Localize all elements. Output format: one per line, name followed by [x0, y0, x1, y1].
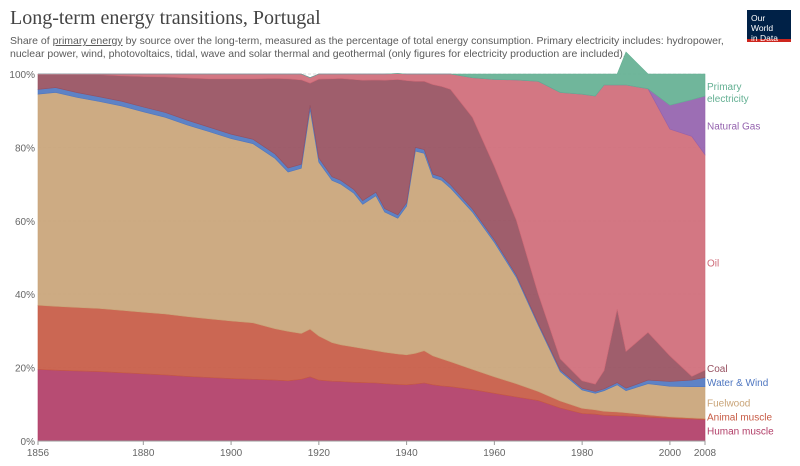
y-tick-label: 0%: [21, 437, 36, 448]
x-tick-label: 1856: [27, 448, 50, 459]
y-tick-label: 40%: [15, 290, 35, 301]
chart-subtitle: Share of primary energy by source over t…: [10, 35, 725, 60]
x-tick-label: 1980: [571, 448, 594, 459]
legend-label-human-muscle: Human muscle: [707, 426, 774, 437]
y-tick-label: 80%: [15, 143, 35, 154]
x-tick-label: 2008: [694, 448, 717, 459]
legend-label-oil: Oil: [707, 258, 719, 269]
owid-logo[interactable]: Our World in Data: [747, 10, 791, 43]
chart-title: Long-term energy transitions, Portugal: [10, 7, 321, 29]
x-tick-label: 1920: [308, 448, 331, 459]
legend-label-fuelwood: Fuelwood: [707, 398, 750, 409]
area-primary-electricity: [38, 51, 706, 106]
y-tick-label: 60%: [15, 217, 35, 228]
legend-label-water-wind: Water & Wind: [707, 378, 768, 389]
legend-label-natural-gas: Natural Gas: [707, 121, 760, 132]
logo-line-1: Our World: [751, 13, 774, 33]
primary-energy-link[interactable]: primary energy: [52, 35, 123, 47]
x-tick-label: 1880: [132, 448, 155, 459]
x-tick-label: 2000: [659, 448, 682, 459]
subtitle-text-start: Share of: [10, 35, 53, 47]
y-tick-label: 100%: [9, 70, 35, 81]
logo-line-2: in Data: [751, 33, 778, 43]
legend-label-animal-muscle: Animal muscle: [707, 412, 772, 423]
subtitle-text-end: by source over the long-term, measured a…: [10, 35, 724, 60]
legend-label-primary-electricity: Primary electricity: [707, 82, 749, 105]
y-tick-label: 20%: [15, 364, 35, 375]
legend-label-coal: Coal: [707, 364, 728, 375]
x-tick-label: 1960: [483, 448, 506, 459]
x-tick-label: 1940: [395, 448, 418, 459]
x-tick-label: 1900: [220, 448, 243, 459]
